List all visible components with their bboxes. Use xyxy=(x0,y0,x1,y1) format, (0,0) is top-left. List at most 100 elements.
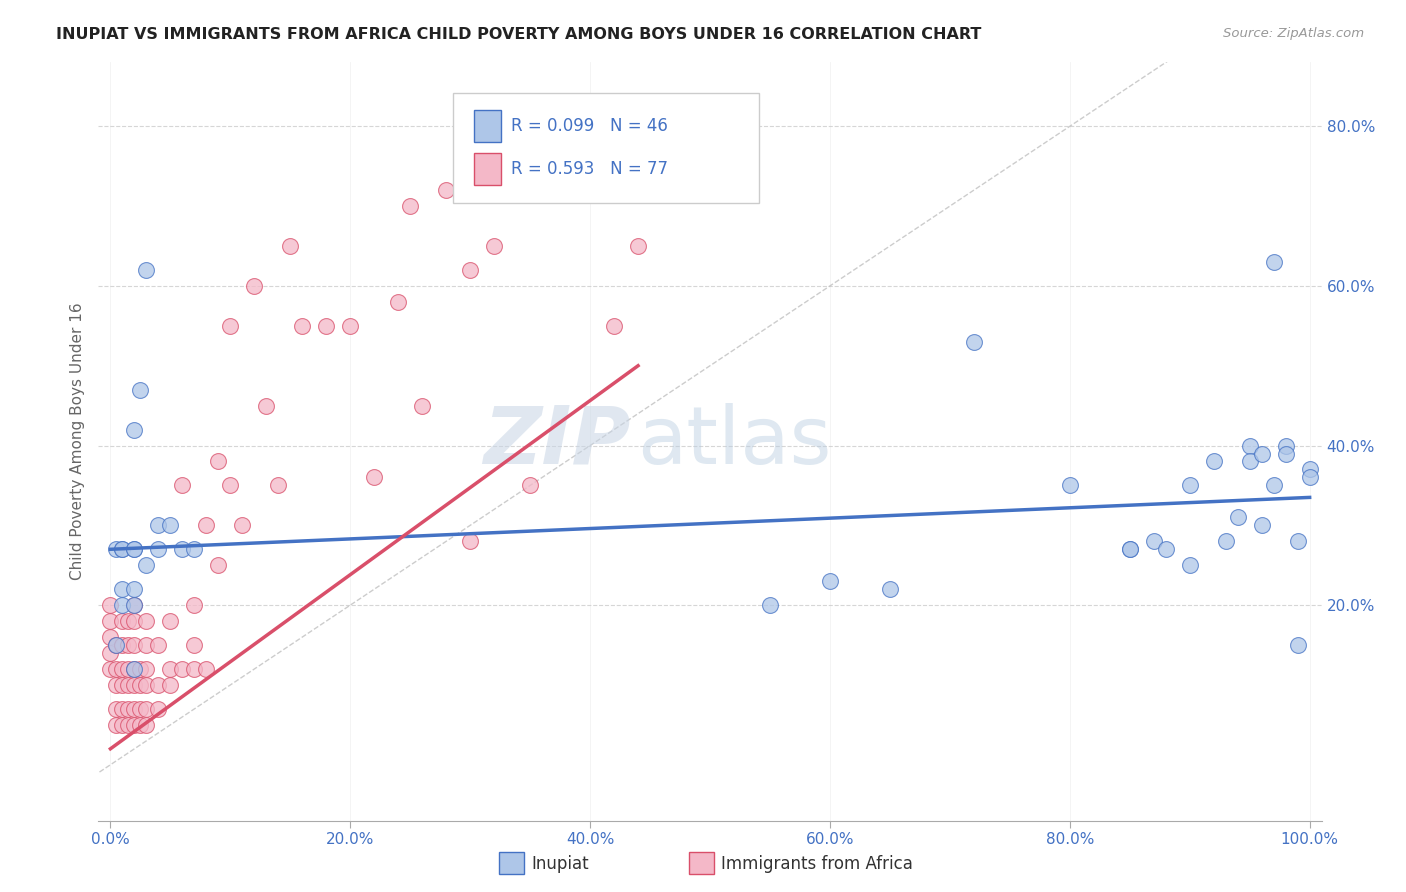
Point xyxy=(291,318,314,333)
Point xyxy=(129,383,152,397)
Point xyxy=(1263,478,1285,492)
Point xyxy=(267,478,290,492)
Point xyxy=(482,239,505,253)
Point xyxy=(124,718,146,732)
Point xyxy=(135,702,157,716)
Text: Source: ZipAtlas.com: Source: ZipAtlas.com xyxy=(1223,27,1364,40)
Point xyxy=(1143,534,1166,549)
Point xyxy=(124,598,146,612)
FancyBboxPatch shape xyxy=(453,93,759,202)
Point xyxy=(100,614,122,628)
Point xyxy=(124,614,146,628)
Point xyxy=(1202,454,1225,468)
Point xyxy=(135,718,157,732)
Point xyxy=(135,678,157,692)
Point xyxy=(1298,470,1320,484)
Point xyxy=(124,662,146,676)
FancyBboxPatch shape xyxy=(474,153,501,186)
Point xyxy=(627,239,650,253)
Point xyxy=(111,662,134,676)
Point xyxy=(124,542,146,557)
Point xyxy=(100,598,122,612)
Point xyxy=(519,478,541,492)
Point xyxy=(129,662,152,676)
Point xyxy=(111,638,134,652)
Text: atlas: atlas xyxy=(637,402,831,481)
Point xyxy=(159,662,181,676)
Point xyxy=(117,662,139,676)
Point xyxy=(159,678,181,692)
Point xyxy=(434,183,457,197)
Point xyxy=(172,478,194,492)
Point xyxy=(100,630,122,644)
Point xyxy=(135,662,157,676)
Point xyxy=(207,558,229,573)
Point xyxy=(111,582,134,597)
Point xyxy=(219,478,242,492)
Point xyxy=(172,542,194,557)
Point xyxy=(254,399,277,413)
Point xyxy=(124,582,146,597)
Point xyxy=(111,542,134,557)
Point xyxy=(1274,438,1296,452)
Point xyxy=(135,638,157,652)
Point xyxy=(1178,558,1201,573)
Text: Immigrants from Africa: Immigrants from Africa xyxy=(721,855,912,873)
Point xyxy=(1298,462,1320,476)
Point xyxy=(399,199,422,213)
Point xyxy=(124,678,146,692)
Point xyxy=(105,702,128,716)
Point xyxy=(117,702,139,716)
Point xyxy=(129,702,152,716)
Point xyxy=(124,423,146,437)
Point xyxy=(195,518,218,533)
Point xyxy=(315,318,337,333)
Point xyxy=(1154,542,1177,557)
Point xyxy=(124,542,146,557)
Point xyxy=(1239,438,1261,452)
Point xyxy=(183,638,205,652)
Point xyxy=(231,518,253,533)
Point xyxy=(148,678,170,692)
Point xyxy=(339,318,361,333)
Point xyxy=(148,518,170,533)
Point xyxy=(411,399,433,413)
Point xyxy=(148,702,170,716)
Point xyxy=(603,318,626,333)
Point xyxy=(129,718,152,732)
Point xyxy=(278,239,301,253)
Point xyxy=(111,598,134,612)
Point xyxy=(105,678,128,692)
Point xyxy=(1119,542,1142,557)
Point xyxy=(105,638,128,652)
Point xyxy=(135,263,157,277)
Point xyxy=(117,638,139,652)
Point xyxy=(148,638,170,652)
Point xyxy=(1286,638,1309,652)
Text: INUPIAT VS IMMIGRANTS FROM AFRICA CHILD POVERTY AMONG BOYS UNDER 16 CORRELATION : INUPIAT VS IMMIGRANTS FROM AFRICA CHILD … xyxy=(56,27,981,42)
Point xyxy=(1178,478,1201,492)
Point xyxy=(183,662,205,676)
Point xyxy=(105,542,128,557)
Point xyxy=(207,454,229,468)
Point xyxy=(651,183,673,197)
Point xyxy=(1059,478,1081,492)
Y-axis label: Child Poverty Among Boys Under 16: Child Poverty Among Boys Under 16 xyxy=(69,302,84,581)
Point xyxy=(111,702,134,716)
Point xyxy=(100,662,122,676)
Point xyxy=(195,662,218,676)
Text: R = 0.593   N = 77: R = 0.593 N = 77 xyxy=(510,161,668,178)
Point xyxy=(105,718,128,732)
Point xyxy=(135,614,157,628)
Point xyxy=(458,534,481,549)
Point xyxy=(555,183,578,197)
Point xyxy=(124,638,146,652)
Point xyxy=(1286,534,1309,549)
Point xyxy=(124,598,146,612)
Point xyxy=(879,582,901,597)
Point xyxy=(117,678,139,692)
Point xyxy=(1274,446,1296,460)
Point xyxy=(129,678,152,692)
Point xyxy=(1250,518,1272,533)
Point xyxy=(111,542,134,557)
